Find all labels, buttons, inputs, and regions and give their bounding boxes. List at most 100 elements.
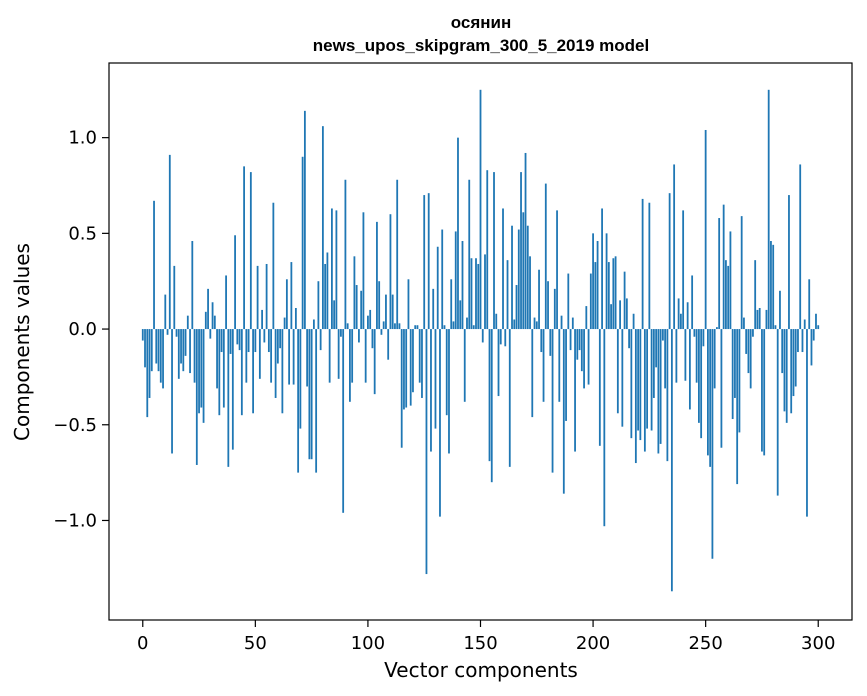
x-tick-label: 250	[688, 633, 722, 654]
bar-component-64	[285, 279, 288, 330]
bar-component-81	[324, 263, 327, 330]
bar-component-16	[177, 329, 180, 379]
bar-component-253	[711, 329, 714, 559]
bar-component-252	[709, 329, 712, 467]
bar-component-287	[788, 195, 790, 330]
bar-component-137	[450, 279, 453, 330]
bar-component-123	[418, 329, 421, 383]
bar-component-241	[684, 329, 687, 381]
bar-component-262	[731, 329, 734, 420]
bar-component-73	[306, 329, 309, 387]
bar-component-183	[553, 288, 556, 330]
chart-title-line1: осянин	[451, 13, 512, 32]
bar-component-199	[589, 273, 592, 330]
bar-component-66	[290, 262, 293, 330]
bar-component-131	[436, 246, 439, 330]
bar-component-80	[321, 126, 324, 330]
bar-component-156	[493, 172, 495, 330]
bar-component-184	[556, 210, 558, 330]
y-tick-label: 0.5	[68, 223, 97, 244]
bar-component-139	[454, 231, 457, 330]
x-axis-ticks: 0 50 100 150 200 250 300	[137, 620, 835, 654]
bar-component-59	[274, 329, 277, 398]
bar-component-257	[720, 329, 723, 448]
bar-component-169	[522, 212, 525, 330]
bar-component-56	[267, 329, 270, 353]
bar-component-36	[222, 329, 225, 408]
bar-component-264	[736, 329, 739, 485]
bar-component-67	[292, 329, 295, 385]
bar-component-28	[204, 311, 207, 330]
bar-component-5	[153, 200, 155, 330]
bar-component-128	[430, 329, 432, 452]
bar-component-195	[580, 329, 583, 372]
bar-component-204	[601, 208, 603, 330]
bar-component-79	[319, 329, 322, 351]
y-axis-label: Components values	[10, 243, 34, 441]
bar-component-60	[276, 329, 279, 364]
bar-component-220	[637, 329, 640, 431]
bar-component-157	[495, 313, 498, 330]
bar-component-86	[335, 210, 338, 330]
bar-component-276	[763, 329, 766, 456]
bar-component-33	[216, 329, 218, 389]
bar-component-240	[682, 210, 685, 330]
bar-component-55	[265, 263, 268, 330]
bar-component-175	[535, 321, 538, 330]
bar-component-190	[569, 329, 572, 351]
bar-component-166	[515, 285, 518, 330]
bar-component-135	[445, 329, 448, 416]
bar-component-196	[583, 329, 585, 389]
bar-component-54	[263, 329, 266, 343]
bar-component-50	[254, 329, 257, 353]
bar-component-226	[650, 329, 653, 431]
bar-component-279	[770, 241, 772, 330]
bar-component-109	[387, 329, 390, 360]
bar-component-192	[574, 329, 576, 452]
bar-component-32	[213, 315, 216, 330]
bar-component-176	[538, 269, 540, 330]
bar-component-234	[668, 193, 671, 330]
bar-component-248	[700, 329, 703, 439]
bar-component-130	[434, 329, 437, 429]
bar-component-148	[475, 258, 477, 330]
bar-component-107	[382, 321, 385, 330]
bar-component-52	[258, 329, 261, 379]
bar-component-106	[380, 329, 383, 335]
bar-component-84	[331, 208, 333, 330]
bar-component-225	[648, 202, 651, 330]
bar-component-286	[785, 329, 788, 423]
bar-component-150	[479, 89, 482, 330]
bar-component-296	[808, 279, 811, 330]
bar-component-280	[772, 244, 775, 330]
bar-component-134	[443, 325, 446, 330]
bar-component-138	[452, 321, 455, 330]
bar-component-133	[441, 229, 444, 330]
bar-component-180	[547, 281, 549, 330]
bar-component-24	[195, 329, 198, 465]
bar-component-261	[729, 231, 732, 330]
bar-component-108	[385, 294, 387, 330]
bar-component-47	[247, 329, 250, 353]
bar-component-104	[376, 221, 378, 330]
bar-component-246	[695, 329, 698, 383]
bar-component-38	[227, 329, 230, 467]
bar-component-146	[470, 258, 473, 330]
bar-component-115	[400, 329, 403, 448]
bar-component-99	[364, 329, 367, 383]
bar-component-10	[164, 294, 167, 330]
bar-component-281	[774, 325, 777, 330]
bar-component-229	[657, 329, 660, 454]
bar-component-74	[308, 329, 311, 460]
bar-component-258	[722, 204, 725, 330]
bar-component-126	[425, 329, 428, 575]
bar-component-20	[186, 315, 189, 330]
bar-component-42	[236, 329, 239, 345]
bar-component-189	[567, 273, 570, 330]
bar-component-242	[686, 302, 689, 330]
bar-component-278	[767, 89, 770, 330]
bar-component-228	[655, 329, 658, 368]
bar-component-178	[542, 329, 545, 402]
bar-component-2	[146, 329, 149, 418]
bar-component-201	[594, 262, 597, 330]
